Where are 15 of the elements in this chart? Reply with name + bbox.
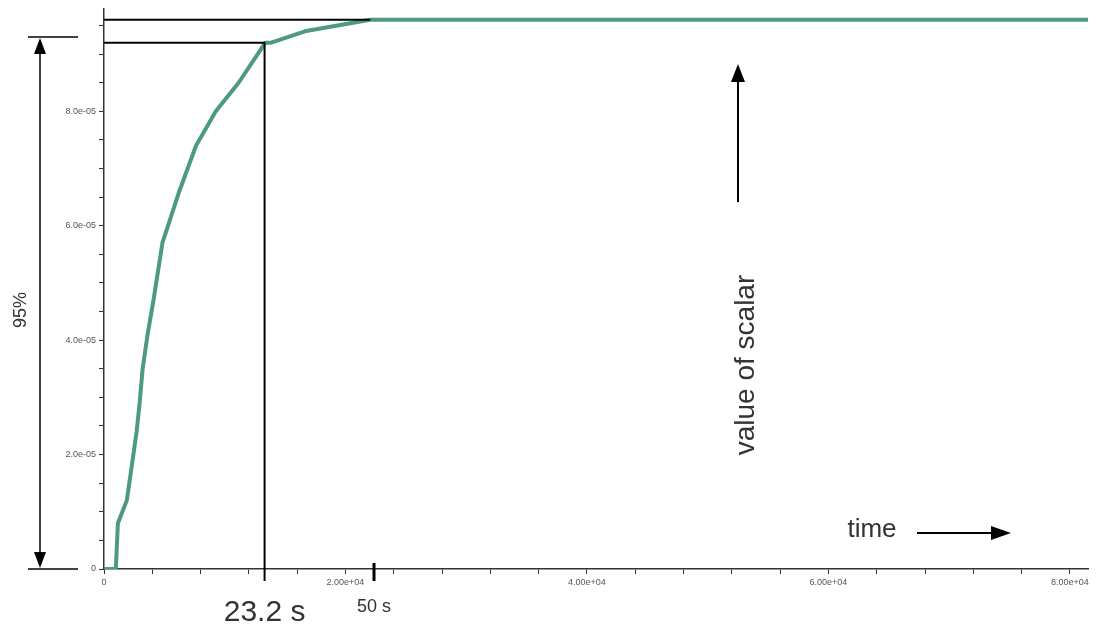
y-tick-label: 4.0e-05 [65,334,96,345]
y-tick-label: 0 [90,563,96,574]
x-tick-label: 2.00e+04 [326,576,365,587]
text: 95% [9,291,31,329]
y-tick-label: 8.0e-05 [65,105,96,116]
x-tick-label: 4.00e+04 [568,576,606,587]
x-tick-label: 6.00e+04 [809,576,848,587]
annotation: value of scalar [729,274,761,456]
y-tick-label: 2.0e-05 [65,449,96,460]
ref-line-label: 23.2 s [223,594,306,628]
text: 50 s [356,595,392,617]
y-tick-label: 6.0e-05 [65,220,96,231]
x-tick-label: 0 [101,576,107,587]
annotation: time [847,512,897,544]
x-tick-label: 8.00e+04 [1050,576,1089,587]
